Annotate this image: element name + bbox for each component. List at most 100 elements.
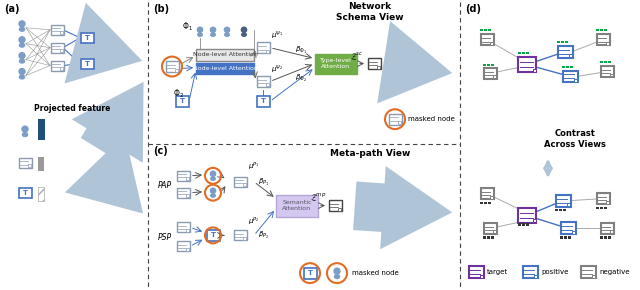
Text: masked node: masked node bbox=[352, 270, 399, 276]
Bar bbox=[483, 64, 486, 66]
Circle shape bbox=[241, 27, 246, 32]
FancyBboxPatch shape bbox=[596, 34, 609, 45]
Bar bbox=[564, 236, 567, 239]
Circle shape bbox=[197, 27, 203, 32]
Bar bbox=[38, 187, 44, 201]
FancyBboxPatch shape bbox=[81, 33, 93, 43]
Bar bbox=[526, 224, 529, 226]
Bar bbox=[565, 41, 568, 43]
Circle shape bbox=[334, 268, 340, 274]
FancyBboxPatch shape bbox=[257, 76, 269, 87]
Bar bbox=[487, 64, 490, 66]
Bar bbox=[569, 54, 572, 57]
FancyBboxPatch shape bbox=[276, 195, 318, 217]
Bar bbox=[490, 42, 493, 45]
Bar bbox=[572, 231, 575, 234]
FancyBboxPatch shape bbox=[518, 57, 536, 72]
FancyBboxPatch shape bbox=[483, 223, 497, 234]
Bar bbox=[266, 84, 269, 86]
Bar bbox=[175, 68, 178, 72]
Bar bbox=[604, 29, 607, 31]
Text: T: T bbox=[84, 35, 90, 41]
Ellipse shape bbox=[242, 33, 246, 36]
Bar bbox=[604, 206, 607, 209]
FancyBboxPatch shape bbox=[481, 188, 493, 199]
Bar bbox=[555, 209, 558, 211]
Bar bbox=[28, 164, 31, 167]
Text: (a): (a) bbox=[4, 4, 19, 14]
Bar bbox=[518, 224, 521, 226]
Bar bbox=[600, 206, 604, 209]
Bar bbox=[377, 66, 380, 68]
FancyBboxPatch shape bbox=[600, 223, 614, 234]
Bar bbox=[600, 61, 603, 63]
Bar bbox=[526, 52, 529, 54]
Text: (d): (d) bbox=[465, 4, 481, 14]
Text: T: T bbox=[179, 98, 184, 104]
Bar bbox=[609, 236, 611, 239]
Text: $\beta_{\Phi_1}$: $\beta_{\Phi_1}$ bbox=[295, 45, 307, 56]
Circle shape bbox=[19, 21, 25, 27]
Text: $\mu^{\Psi_2}$: $\mu^{\Psi_2}$ bbox=[271, 64, 284, 76]
Bar bbox=[60, 67, 63, 70]
Ellipse shape bbox=[211, 33, 215, 36]
Bar bbox=[38, 157, 44, 171]
Ellipse shape bbox=[211, 177, 215, 180]
Text: Type-level
Attention: Type-level Attention bbox=[320, 58, 352, 69]
Text: PAP: PAP bbox=[158, 181, 172, 190]
Bar bbox=[570, 66, 573, 68]
FancyBboxPatch shape bbox=[518, 208, 536, 223]
FancyBboxPatch shape bbox=[51, 43, 63, 53]
Text: T: T bbox=[211, 232, 216, 238]
FancyBboxPatch shape bbox=[196, 63, 254, 75]
Text: T: T bbox=[22, 190, 28, 196]
FancyBboxPatch shape bbox=[19, 188, 31, 198]
FancyBboxPatch shape bbox=[563, 70, 577, 82]
Bar bbox=[38, 119, 45, 140]
FancyBboxPatch shape bbox=[257, 42, 269, 53]
FancyBboxPatch shape bbox=[177, 171, 189, 181]
Bar bbox=[338, 208, 341, 211]
Bar bbox=[592, 275, 595, 278]
Text: Node-level Attention: Node-level Attention bbox=[193, 52, 257, 57]
FancyBboxPatch shape bbox=[177, 222, 189, 232]
Circle shape bbox=[19, 53, 25, 59]
Text: T: T bbox=[84, 61, 90, 67]
Text: Semantic
Attention: Semantic Attention bbox=[282, 200, 312, 211]
Bar bbox=[610, 231, 613, 233]
Bar bbox=[480, 202, 483, 204]
FancyBboxPatch shape bbox=[234, 177, 246, 187]
Text: masked node: masked node bbox=[408, 116, 455, 122]
Bar bbox=[480, 275, 483, 278]
Ellipse shape bbox=[225, 33, 229, 36]
Bar bbox=[610, 73, 613, 77]
FancyBboxPatch shape bbox=[580, 266, 595, 278]
Bar bbox=[532, 220, 536, 222]
Text: (b): (b) bbox=[153, 4, 169, 14]
Bar bbox=[604, 61, 607, 63]
Ellipse shape bbox=[198, 33, 202, 36]
Bar bbox=[604, 236, 607, 239]
Text: $\beta_{P_2}$: $\beta_{P_2}$ bbox=[258, 230, 269, 241]
FancyBboxPatch shape bbox=[196, 49, 254, 61]
Bar bbox=[492, 236, 494, 239]
Circle shape bbox=[225, 27, 230, 32]
Circle shape bbox=[22, 126, 28, 132]
Bar bbox=[596, 206, 599, 209]
FancyBboxPatch shape bbox=[556, 195, 570, 206]
FancyBboxPatch shape bbox=[19, 158, 31, 168]
Bar bbox=[596, 29, 599, 31]
Ellipse shape bbox=[335, 275, 340, 278]
Bar bbox=[398, 121, 401, 124]
FancyBboxPatch shape bbox=[600, 66, 614, 77]
Bar bbox=[534, 275, 537, 278]
Bar bbox=[186, 248, 189, 251]
Text: Projected feature: Projected feature bbox=[34, 104, 110, 113]
Bar bbox=[522, 224, 525, 226]
Bar bbox=[606, 201, 609, 204]
FancyBboxPatch shape bbox=[388, 114, 401, 125]
Text: target: target bbox=[487, 269, 508, 275]
Bar bbox=[243, 237, 246, 240]
FancyBboxPatch shape bbox=[177, 188, 189, 198]
Bar bbox=[557, 41, 560, 43]
